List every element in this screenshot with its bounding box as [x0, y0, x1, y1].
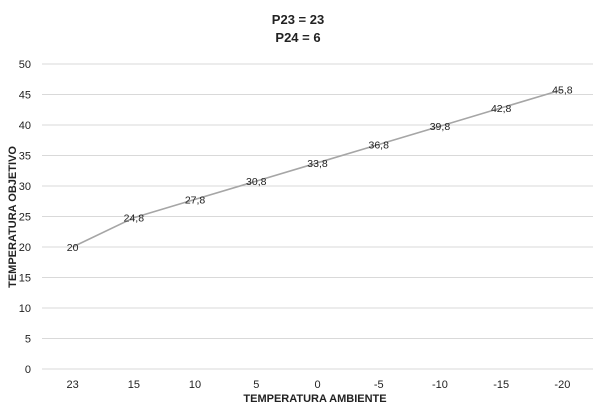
y-tick-label: 45 [19, 90, 31, 102]
y-tick-label: 10 [19, 303, 31, 315]
x-tick-label: -15 [493, 379, 509, 391]
x-tick-label: 5 [253, 379, 259, 391]
y-tick-label: 30 [19, 181, 31, 193]
x-tick-labels: 23 15 10 5 0 -5 -10 -15 -20 [66, 379, 570, 391]
chart-title-line-1: P23 = 23 [271, 12, 325, 27]
grid-lines [42, 63, 593, 370]
x-tick-label: -10 [432, 379, 448, 391]
data-labels: 20 24,8 27,8 30,8 33,8 36,8 39,8 42,8 45,8 [67, 85, 573, 254]
data-label: 30,8 [246, 176, 267, 188]
y-tick-label: 35 [19, 151, 31, 163]
x-tick-label: 23 [66, 379, 78, 391]
series-line-group [72, 88, 563, 248]
data-label: 39,8 [430, 121, 451, 133]
data-label: 24,8 [124, 213, 145, 225]
y-tick-label: 5 [25, 334, 31, 346]
y-tick-labels: 0 5 10 15 20 25 30 35 40 45 50 [19, 59, 31, 376]
y-tick-label: 15 [19, 273, 31, 285]
y-axis-label: TEMPERATURA OBJETIVO [7, 146, 19, 288]
x-tick-label: -5 [374, 379, 384, 391]
data-label: 42,8 [491, 103, 512, 115]
y-tick-label: 0 [25, 364, 31, 376]
y-tick-label: 25 [19, 212, 31, 224]
series-line [72, 88, 563, 248]
x-tick-label: -20 [554, 379, 570, 391]
data-label: 33,8 [307, 158, 328, 170]
data-label: 27,8 [185, 194, 206, 206]
data-label: 36,8 [369, 140, 390, 152]
data-label: 20 [67, 242, 79, 254]
x-tick-label: 10 [189, 379, 201, 391]
y-tick-label: 50 [19, 59, 31, 71]
x-tick-label: 15 [128, 379, 140, 391]
x-axis-label: TEMPERATURA AMBIENTE [243, 393, 386, 405]
y-tick-label: 40 [19, 120, 31, 132]
chart-title-line-2: P24 = 6 [275, 30, 321, 45]
data-label: 45,8 [552, 85, 573, 97]
x-tick-label: 0 [314, 379, 320, 391]
y-tick-label: 20 [19, 242, 31, 254]
